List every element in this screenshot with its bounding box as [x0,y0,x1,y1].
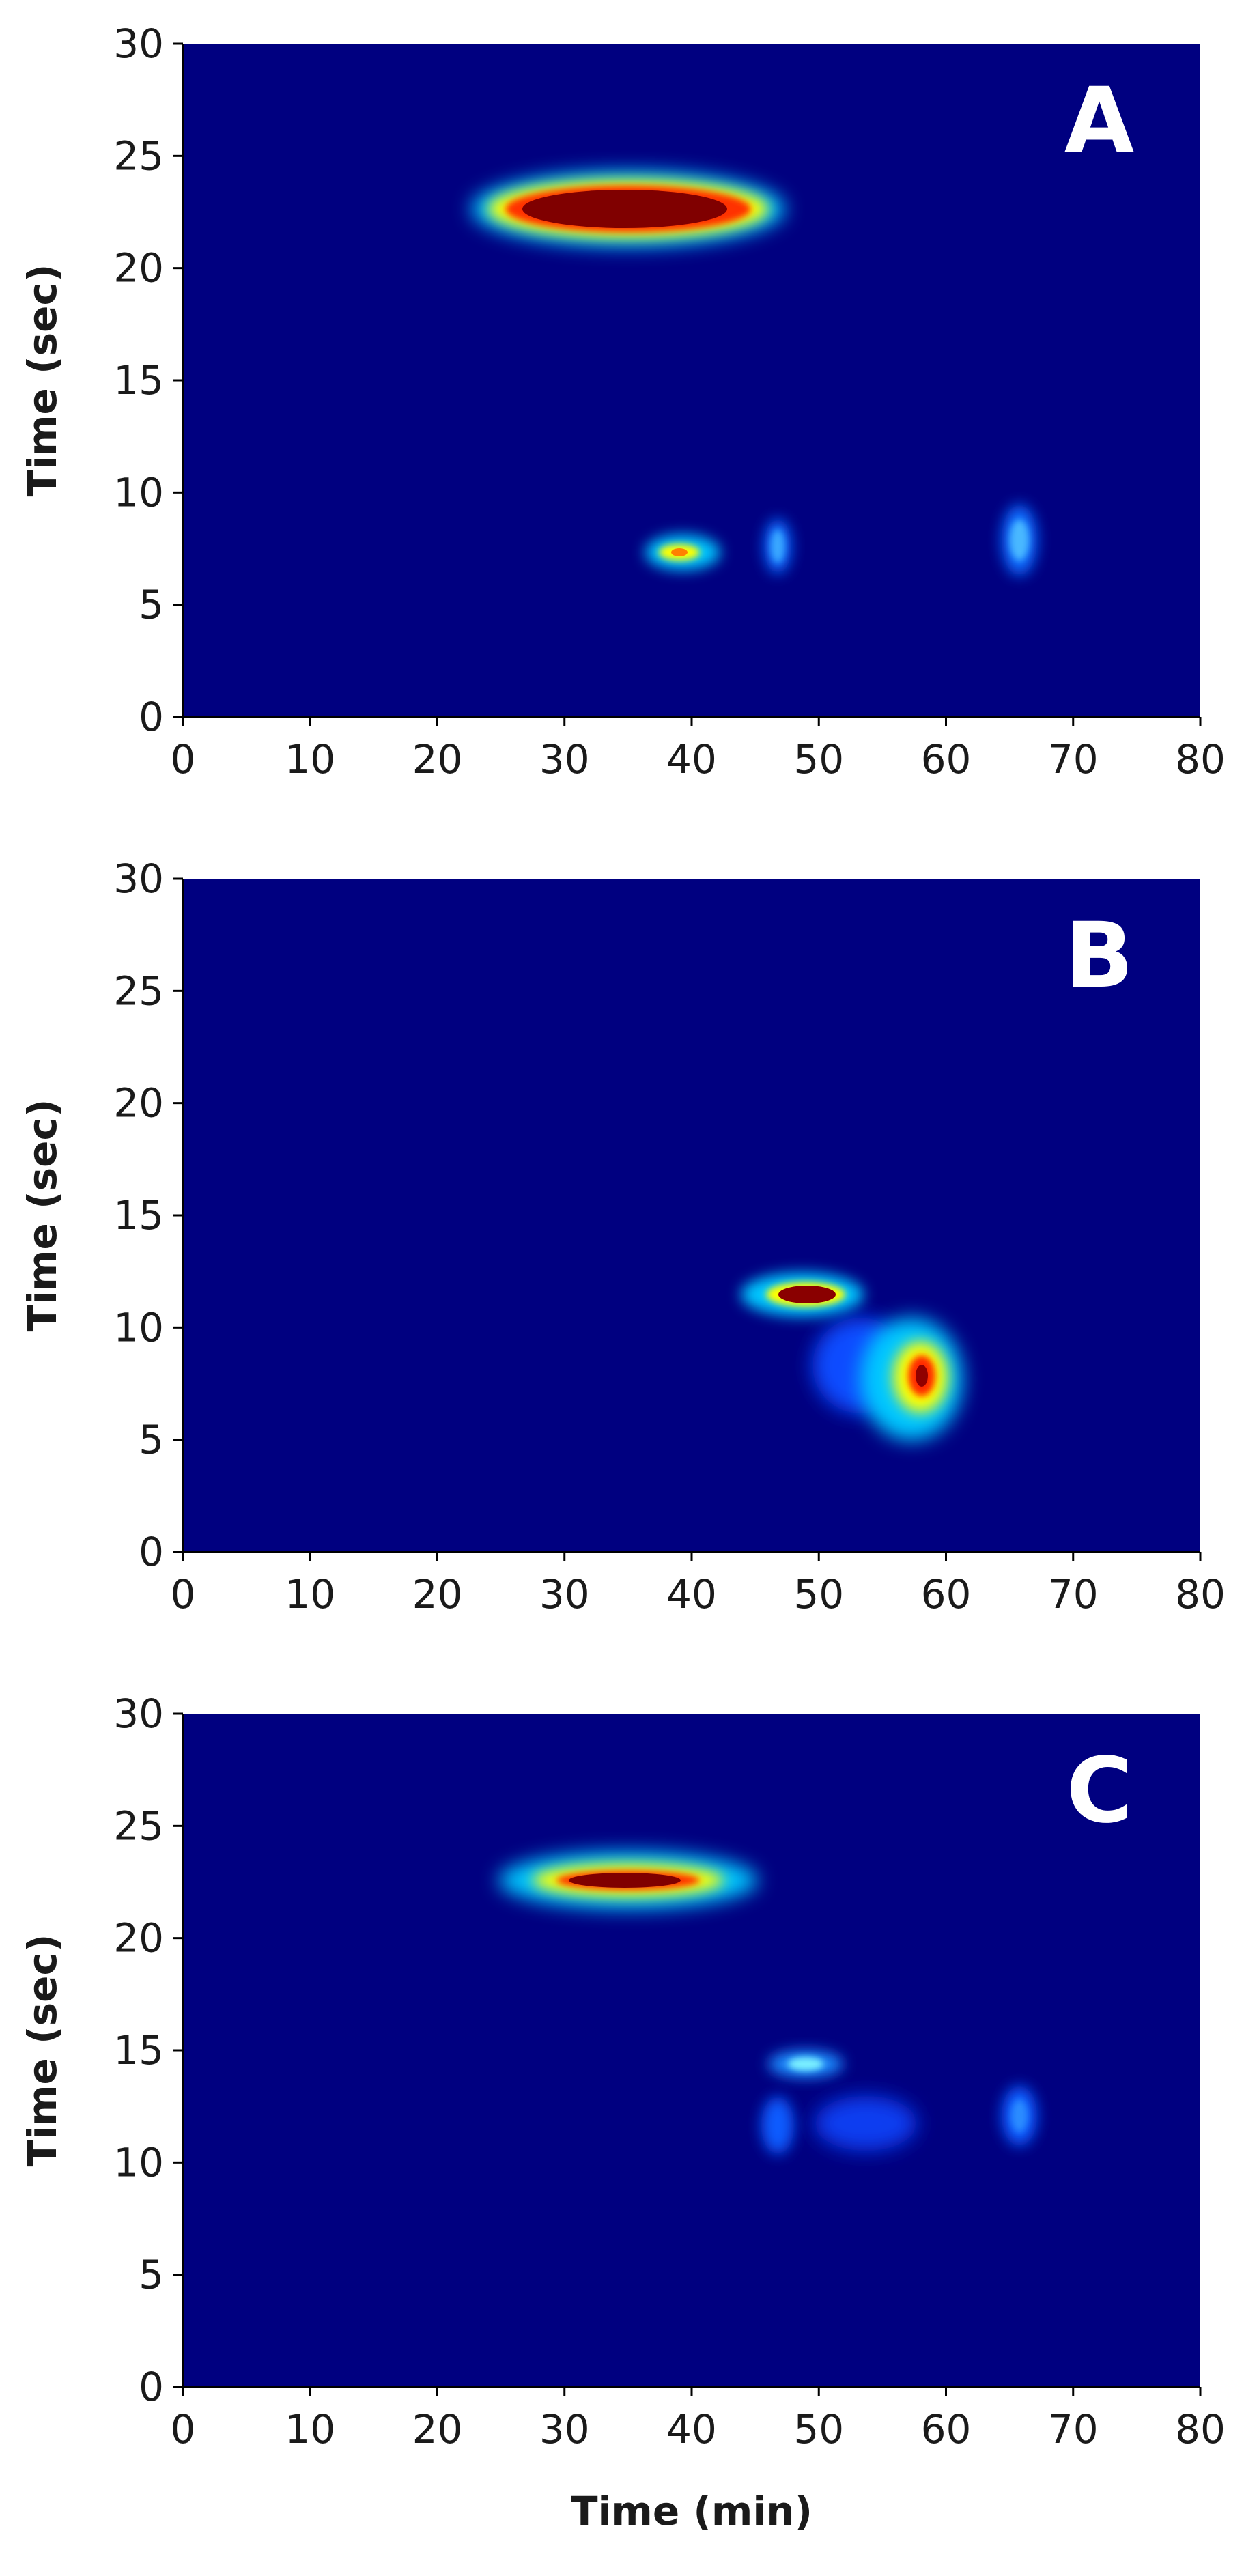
peak-core [778,1286,836,1303]
x-tick-label: 0 [171,736,196,782]
peak-glow [815,2096,917,2151]
plot-area-a [183,44,1200,717]
x-tick-label: 20 [412,2406,463,2452]
y-tick-label: 20 [113,245,164,292]
x-tick-label: 30 [539,736,590,782]
y-tick-label: 5 [139,1417,164,1463]
panel-label-b: B [1065,903,1134,1008]
y-axis-title-c: Time (sec) [19,1934,66,2167]
y-axis-title-b: Time (sec) [19,1099,66,1332]
y-tick-label: 30 [113,1690,164,1737]
y-tick-label: 10 [113,2139,164,2185]
x-tick-label: 40 [666,1571,717,1617]
y-tick-label: 25 [113,1802,164,1849]
x-tick-label: 70 [1048,2406,1099,2452]
y-tick-label: 15 [113,2027,164,2073]
y-axis-title-a: Time (sec) [19,264,66,497]
panel-a: 0 10 20 30 40 50 60 70 80 0 5 10 15 20 25 30 A Time (se… [19,20,1226,782]
peak-glow [788,2057,823,2071]
y-tick-label: 10 [113,1304,164,1350]
x-axis-title-c: Time (min) [571,2488,812,2534]
y-tick-label: 0 [139,694,164,740]
x-tick-label: 10 [285,1571,335,1617]
y-tick-label: 5 [139,582,164,628]
y-tick-label: 30 [113,20,164,67]
peak-glow [771,530,784,563]
panel-c: 0 10 20 30 40 50 60 70 80 0 5 10 15 20 25 30 C Time (se… [19,1690,1226,2534]
x-tick-label: 50 [793,1571,844,1617]
x-tick-label: 80 [1175,1571,1226,1617]
y-tick-label: 15 [113,357,164,404]
x-tick-label: 30 [539,1571,590,1617]
ticks-c: 0 10 20 30 40 50 60 70 80 0 5 10 15 20 25 30 [113,1690,1226,2452]
peak-core [522,190,727,228]
x-tick-label: 20 [412,1571,463,1617]
x-tick-label: 20 [412,736,463,782]
peak-core [569,1873,681,1888]
x-tick-label: 60 [921,1571,972,1617]
plot-area-b [183,879,1200,1552]
peak-glow [1010,520,1029,561]
plot-area-c [183,1714,1200,2387]
x-tick-label: 0 [171,1571,196,1617]
y-tick-label: 20 [113,1915,164,1962]
heat-blobs-c [498,1852,1037,2154]
y-tick-label: 25 [113,967,164,1014]
x-tick-label: 80 [1175,2406,1226,2452]
panel-label-a: A [1064,68,1134,173]
x-tick-label: 60 [921,736,972,782]
x-tick-label: 10 [285,736,335,782]
x-tick-label: 0 [171,2406,196,2452]
x-tick-label: 40 [666,2406,717,2452]
heat-blobs-a [471,171,1037,576]
y-tick-label: 0 [139,2364,164,2410]
x-tick-label: 60 [921,2406,972,2452]
peak-core [916,1365,928,1387]
x-tick-label: 50 [793,736,844,782]
x-tick-label: 30 [539,2406,590,2452]
y-tick-label: 5 [139,2252,164,2298]
heat-blobs-b [741,1273,963,1441]
peak-glow [1011,2099,1028,2132]
peak-core [671,548,688,556]
y-tick-label: 30 [113,855,164,902]
x-tick-label: 10 [285,2406,335,2452]
x-tick-label: 80 [1175,736,1226,782]
panel-b: 0 10 20 30 40 50 60 70 80 0 5 10 15 20 25 30 B Time (se… [19,855,1226,1617]
y-tick-label: 25 [113,132,164,179]
x-tick-label: 50 [793,2406,844,2452]
x-tick-label: 40 [666,736,717,782]
y-tick-label: 0 [139,1529,164,1575]
ticks-a: 0 10 20 30 40 50 60 70 80 0 5 10 15 20 25 30 [113,20,1226,782]
y-tick-label: 15 [113,1192,164,1239]
x-tick-label: 70 [1048,1571,1099,1617]
y-tick-label: 10 [113,469,164,515]
ticks-b: 0 10 20 30 40 50 60 70 80 0 5 10 15 20 25 30 [113,855,1226,1617]
peak-glow [761,2097,794,2154]
x-tick-label: 70 [1048,736,1099,782]
y-tick-label: 20 [113,1080,164,1127]
panel-label-c: C [1066,1738,1133,1843]
